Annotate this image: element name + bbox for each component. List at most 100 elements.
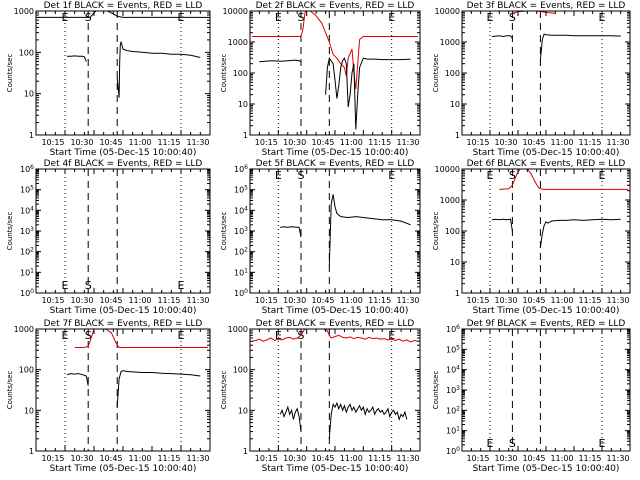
- x-tick-label: 11:00: [550, 138, 573, 147]
- x-tick-label: 10:15: [41, 454, 64, 463]
- x-axis-label: Start Time (05-Dec-15 10:00:40): [262, 148, 409, 158]
- x-axis-label: Start Time (05-Dec-15 10:00:40): [50, 464, 197, 474]
- y-tick-label: 100: [233, 69, 248, 78]
- x-tick-label: 10:45: [522, 296, 545, 305]
- x-axis-label: Start Time (05-Dec-15 10:00:40): [262, 464, 409, 474]
- panel-title: Det 8f BLACK = Events, RED = LLD: [256, 319, 415, 329]
- x-axis-label: Start Time (05-Dec-15 10:00:40): [50, 148, 197, 158]
- x-tick-label: 11:00: [340, 138, 363, 147]
- x-tick-label: 11:30: [606, 138, 629, 147]
- x-tick-label: 10:30: [494, 454, 517, 463]
- y-tick-label: 105: [20, 185, 34, 195]
- y-tick-label: 105: [234, 185, 248, 195]
- x-tick-label: 11:15: [368, 454, 391, 463]
- marker-label: E: [487, 11, 494, 24]
- y-tick-label: 10: [450, 100, 460, 109]
- y-tick-label: 100: [19, 48, 34, 57]
- x-tick-label: 10:15: [255, 138, 278, 147]
- y-tick-label: 106: [446, 324, 460, 334]
- y-tick-label: 102: [446, 405, 460, 415]
- marker-label: E: [388, 169, 395, 182]
- x-tick-label: 11:30: [606, 454, 629, 463]
- x-tick-label: 11:30: [186, 296, 209, 305]
- y-tick-label: 1000: [440, 38, 460, 47]
- x-tick-label: 11:00: [128, 138, 151, 147]
- x-tick-label: 11:30: [186, 454, 209, 463]
- y-tick-label: 102: [234, 247, 248, 257]
- x-tick-label: 10:45: [99, 138, 122, 147]
- marker-label: E: [275, 169, 282, 182]
- y-axis-label: Counts/sec: [6, 54, 14, 93]
- marker-label: S: [298, 169, 305, 182]
- marker-label: E: [487, 169, 494, 182]
- series-line-events: [491, 218, 621, 248]
- y-tick-label: 1000: [440, 196, 460, 205]
- y-tick-label: 1: [29, 131, 34, 140]
- y-tick-label: 10: [238, 406, 248, 415]
- panel-title: Det 1f BLACK = Events, RED = LLD: [44, 1, 203, 11]
- y-axis-label: Counts/sec: [220, 54, 228, 93]
- marker-label: E: [275, 11, 282, 24]
- x-tick-label: 11:15: [578, 454, 601, 463]
- x-tick-label: 10:30: [494, 296, 517, 305]
- x-tick-label: 10:30: [283, 296, 306, 305]
- y-axis-label: Counts/sec: [432, 371, 440, 410]
- x-tick-label: 10:30: [70, 454, 93, 463]
- x-tick-label: 11:15: [157, 138, 180, 147]
- y-tick-label: 10: [24, 406, 34, 415]
- marker-label: S: [509, 437, 516, 450]
- y-tick-label: 100: [20, 288, 34, 298]
- x-tick-label: 10:30: [283, 138, 306, 147]
- y-tick-label: 100: [446, 446, 460, 456]
- marker-label: E: [178, 329, 185, 342]
- y-tick-label: 101: [234, 267, 248, 277]
- y-tick-label: 10000: [435, 165, 460, 174]
- y-tick-label: 1: [455, 131, 460, 140]
- series-group: [37, 11, 209, 98]
- x-tick-label: 11:15: [157, 296, 180, 305]
- series-group: [280, 194, 411, 267]
- x-tick-label: 10:15: [255, 296, 278, 305]
- y-tick-label: 102: [20, 247, 34, 257]
- series-group: [491, 11, 628, 61]
- x-tick-label: 10:45: [522, 138, 545, 147]
- series-line-lld: [499, 169, 629, 190]
- y-tick-label: 100: [445, 69, 460, 78]
- y-tick-label: 1000: [228, 38, 248, 47]
- marker-label: E: [599, 437, 606, 450]
- marker-label: E: [487, 437, 494, 450]
- x-tick-label: 11:00: [128, 296, 151, 305]
- series-line-events: [280, 194, 411, 267]
- y-tick-label: 10: [24, 90, 34, 99]
- x-tick-label: 10:45: [311, 296, 334, 305]
- y-tick-label: 105: [446, 344, 460, 354]
- marker-label: E: [178, 279, 185, 292]
- y-tick-label: 1000: [228, 325, 248, 334]
- y-tick-label: 1: [29, 447, 34, 456]
- y-axis-label: Counts/sec: [220, 371, 228, 410]
- y-tick-label: 10: [238, 100, 248, 109]
- y-tick-label: 1: [243, 131, 248, 140]
- y-tick-label: 1: [455, 289, 460, 298]
- y-tick-label: 106: [20, 164, 34, 174]
- series-group: [251, 329, 419, 439]
- x-tick-label: 11:30: [186, 138, 209, 147]
- axes-frame: [249, 328, 421, 452]
- y-tick-label: 103: [234, 226, 248, 236]
- panel-title: Det 5f BLACK = Events, RED = LLD: [256, 159, 415, 169]
- axes-frame: [35, 168, 211, 294]
- panel-title: Det 7f BLACK = Events, RED = LLD: [44, 319, 203, 329]
- panel-title: Det 3f BLACK = Events, RED = LLD: [467, 1, 626, 11]
- y-tick-label: 10: [450, 258, 460, 267]
- series-line-events: [259, 56, 411, 130]
- marker-label: E: [62, 329, 69, 342]
- y-tick-label: 104: [234, 205, 248, 215]
- axes-frame: [249, 168, 421, 294]
- x-tick-label: 11:30: [396, 296, 419, 305]
- x-tick-label: 11:00: [340, 296, 363, 305]
- x-axis-label: Start Time (05-Dec-15 10:00:40): [262, 306, 409, 316]
